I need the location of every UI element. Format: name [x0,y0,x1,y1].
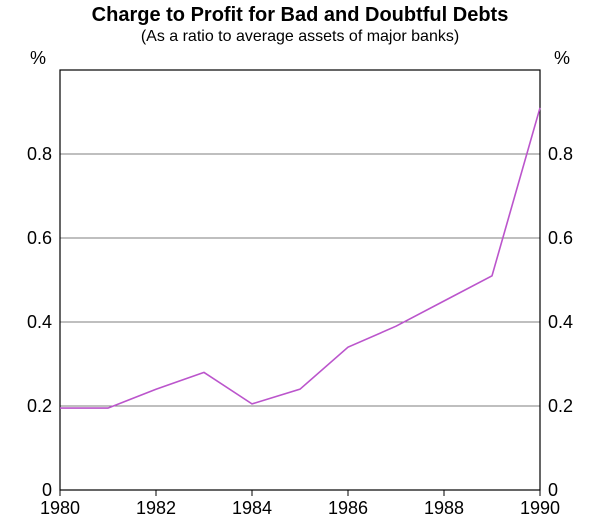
y-tick-label-right: 0.6 [548,228,573,248]
y-tick-label-left: 0.8 [27,144,52,164]
x-tick-label: 1986 [328,498,368,518]
data-line [60,108,540,408]
y-tick-label-left: 0.6 [27,228,52,248]
y-tick-label-right: 0.8 [548,144,573,164]
plot-border [60,70,540,490]
x-tick-label: 1990 [520,498,560,518]
x-tick-label: 1988 [424,498,464,518]
y-tick-label-right: 0.4 [548,312,573,332]
y-tick-label-right: 0.2 [548,396,573,416]
y-unit-left: % [30,48,46,68]
chart-container: Charge to Profit for Bad and Doubtful De… [0,0,600,531]
x-tick-label: 1984 [232,498,272,518]
x-tick-label: 1980 [40,498,80,518]
y-tick-label-left: 0.2 [27,396,52,416]
y-tick-label-left: 0.4 [27,312,52,332]
x-tick-label: 1982 [136,498,176,518]
y-tick-label-left: 0 [42,480,52,500]
chart-svg: 198019821984198619881990000.20.20.40.40.… [0,0,600,531]
y-tick-label-right: 0 [548,480,558,500]
y-unit-right: % [554,48,570,68]
